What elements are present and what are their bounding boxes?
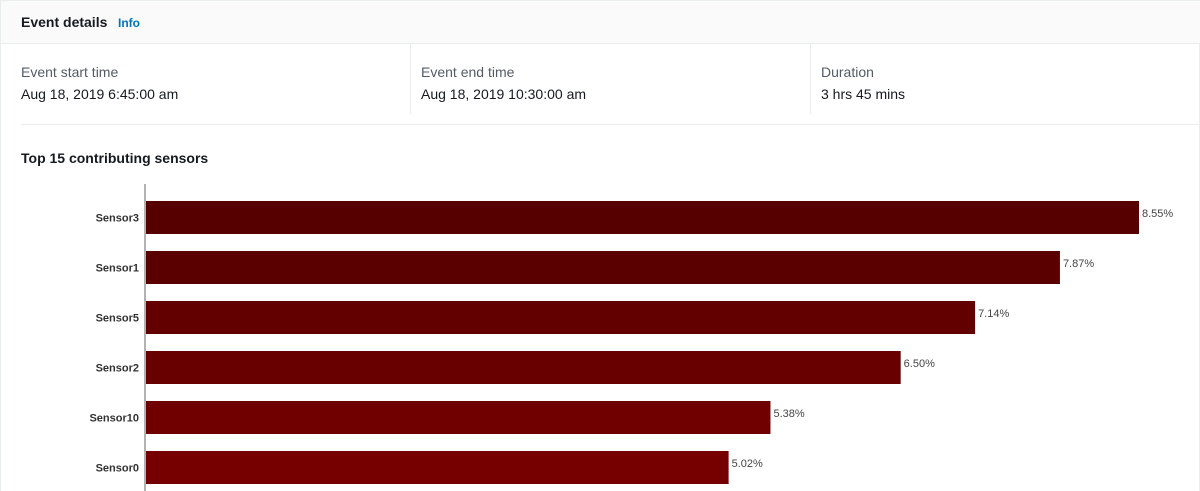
- duration-column: Duration 3 hrs 45 mins: [810, 44, 1200, 114]
- value-label: 6.50%: [904, 358, 935, 370]
- category-label: Sensor3: [96, 213, 139, 225]
- bar-sensor1[interactable]: [146, 251, 1060, 284]
- event-start-label: Event start time: [21, 64, 119, 80]
- category-label: Sensor1: [96, 263, 139, 275]
- info-link[interactable]: Info: [118, 16, 140, 30]
- contributing-sensors-chart: Sensor3 8.55% Sensor1 7.87% Sensor5 7.14% Sens…: [89, 184, 1173, 491]
- value-label: 7.87%: [1063, 258, 1094, 270]
- category-label: Sensor2: [96, 363, 139, 375]
- event-start-column: Event start time Aug 18, 2019 6:45:00 am: [1, 44, 410, 114]
- bar-sensor5[interactable]: [146, 301, 976, 334]
- event-end-value: Aug 18, 2019 10:30:00 am: [421, 86, 587, 102]
- panel-header: Event details Info: [1, 0, 1200, 44]
- bar-sensor2[interactable]: [146, 351, 901, 384]
- category-label: Sensor5: [96, 313, 139, 325]
- value-label: 5.02%: [732, 458, 763, 470]
- value-label: 7.14%: [978, 308, 1009, 320]
- bar-sensor3[interactable]: [146, 201, 1139, 234]
- value-label: 5.38%: [773, 408, 804, 420]
- sensors-section-title: Top 15 contributing sensors: [21, 150, 209, 166]
- duration-label: Duration: [821, 64, 874, 80]
- value-label: 8.55%: [1142, 208, 1173, 220]
- category-label: Sensor0: [96, 463, 139, 475]
- panel-title: Event details: [21, 14, 108, 30]
- duration-value: 3 hrs 45 mins: [821, 86, 906, 102]
- category-label: Sensor10: [89, 413, 139, 425]
- event-end-column: Event end time Aug 18, 2019 10:30:00 am: [410, 44, 810, 114]
- event-start-value: Aug 18, 2019 6:45:00 am: [21, 86, 179, 102]
- section-divider: [21, 124, 1200, 125]
- bar-sensor10[interactable]: [146, 401, 771, 434]
- bar-sensor0[interactable]: [146, 451, 729, 484]
- event-end-label: Event end time: [421, 64, 515, 80]
